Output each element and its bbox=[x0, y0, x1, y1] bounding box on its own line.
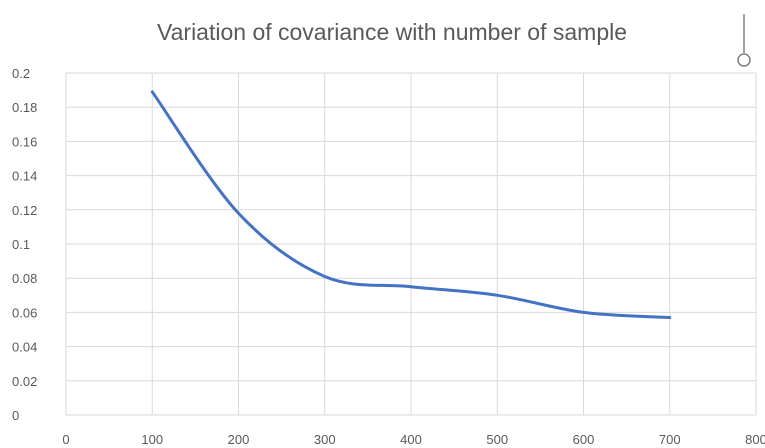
x-tick-label: 500 bbox=[486, 432, 508, 447]
x-tick-label: 200 bbox=[228, 432, 250, 447]
series-group bbox=[150, 90, 672, 320]
y-tick-label: 0.14 bbox=[12, 169, 37, 184]
chart-title: Variation of covariance with number of s… bbox=[157, 19, 627, 45]
y-tick-label: 0.1 bbox=[12, 237, 30, 252]
y-tick-label: 0.06 bbox=[12, 305, 37, 320]
resize-handle[interactable] bbox=[737, 14, 751, 67]
gridlines bbox=[65, 72, 757, 416]
x-tick-label: 800 bbox=[745, 432, 765, 447]
y-tick-label: 0.18 bbox=[12, 100, 37, 115]
y-tick-label: 0.12 bbox=[12, 203, 37, 218]
x-tick-label: 700 bbox=[659, 432, 681, 447]
x-tick-label: 0 bbox=[62, 432, 69, 447]
y-tick-label: 0.02 bbox=[12, 374, 37, 389]
x-tick-labels: 0 100 200 300 400 500 600 700 800 bbox=[62, 432, 765, 447]
y-tick-label: 0.16 bbox=[12, 134, 37, 149]
y-tick-label: 0.04 bbox=[12, 340, 37, 355]
series-line bbox=[150, 90, 672, 320]
x-tick-label: 300 bbox=[314, 432, 336, 447]
y-tick-label: 0 bbox=[12, 408, 19, 423]
x-tick-label: 100 bbox=[141, 432, 163, 447]
x-tick-label: 600 bbox=[573, 432, 595, 447]
y-tick-labels: 0 0.02 0.04 0.06 0.08 0.1 0.12 0.14 0.16 0.18 0.2 bbox=[12, 66, 37, 423]
circle-handle-icon[interactable] bbox=[737, 53, 751, 67]
x-tick-label: 400 bbox=[400, 432, 422, 447]
y-tick-label: 0.08 bbox=[12, 271, 37, 286]
y-tick-label: 0.2 bbox=[12, 66, 30, 81]
